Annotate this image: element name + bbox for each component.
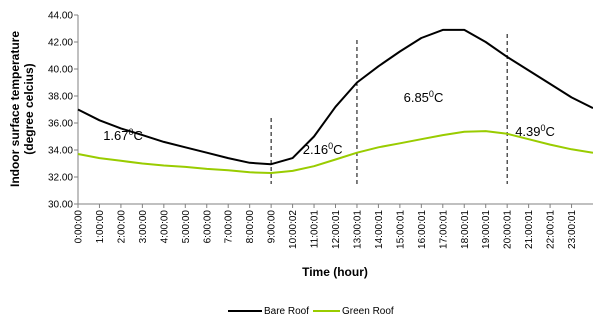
legend-item-bare-roof: Bare Roof xyxy=(228,306,309,317)
x-tick-label: 10:00:02 xyxy=(288,210,299,249)
x-ticks: 0:00:00 1:00:00 2:00:00 3:00:00 4:00:00 5:00:… xyxy=(74,204,578,249)
y-axis: 30.00 32.00 34.00 36.00 38.00 40.00 42.00 44.00 xyxy=(48,11,79,211)
legend-label-green-roof: Green Roof xyxy=(342,306,394,317)
y-axis-title-line-2: (degree celcius) xyxy=(22,63,36,154)
x-tick-label: 21:00:01 xyxy=(524,210,535,249)
series-line-bare-roof xyxy=(77,28,593,166)
x-tick-label: 4:00:00 xyxy=(159,210,170,244)
x-tick-label: 20:00:01 xyxy=(503,210,514,249)
y-tick-label: 44.00 xyxy=(48,11,73,22)
x-tick-label: 1:00:00 xyxy=(95,210,106,244)
x-tick-label: 8:00:00 xyxy=(245,210,256,244)
x-axis-title: Time (hour) xyxy=(302,265,368,279)
y-tick-label: 38.00 xyxy=(48,92,73,103)
x-tick-label: 14:00:01 xyxy=(374,210,385,249)
legend: Bare Roof Green Roof xyxy=(228,306,394,317)
y-ticks: 30.00 32.00 34.00 36.00 38.00 40.00 42.00 44.00 xyxy=(48,11,78,211)
x-tick-label: 17:00:01 xyxy=(438,210,449,249)
series-line-green-roof xyxy=(77,130,593,174)
difference-label: 1.670C xyxy=(103,127,143,143)
y-tick-label: 40.00 xyxy=(48,65,73,76)
x-tick-label: 5:00:00 xyxy=(181,210,192,244)
y-axis-title-line-1: Indoor surface temperature xyxy=(8,31,22,187)
difference-label: 6.850C xyxy=(404,89,444,105)
x-tick-label: 3:00:00 xyxy=(138,210,149,244)
x-tick-label: 7:00:00 xyxy=(224,210,235,244)
x-tick-label: 0:00:00 xyxy=(74,210,85,244)
x-tick-label: 22:00:01 xyxy=(546,210,557,249)
y-tick-label: 32.00 xyxy=(48,173,73,184)
y-tick-label: 42.00 xyxy=(48,38,73,49)
legend-item-green-roof: Green Roof xyxy=(313,306,394,317)
difference-label: 2.160C xyxy=(303,141,343,157)
x-tick-label: 9:00:00 xyxy=(267,210,278,244)
x-axis: 0:00:00 1:00:00 2:00:00 3:00:00 4:00:00 5:00:… xyxy=(74,203,593,249)
x-tick-label: 19:00:01 xyxy=(481,210,492,249)
y-tick-label: 30.00 xyxy=(48,200,73,211)
x-tick-label: 6:00:00 xyxy=(202,210,213,244)
x-tick-label: 18:00:01 xyxy=(460,210,471,249)
x-tick-label: 16:00:01 xyxy=(417,210,428,249)
x-tick-label: 23:00:01 xyxy=(567,210,578,249)
x-tick-label: 13:00:01 xyxy=(352,210,363,249)
x-tick-label: 11:00:01 xyxy=(310,210,321,249)
difference-label: 4.390C xyxy=(515,123,555,139)
period-dividers xyxy=(270,34,508,184)
series-lines xyxy=(77,28,593,174)
x-tick-label: 12:00:01 xyxy=(331,210,342,249)
legend-label-bare-roof: Bare Roof xyxy=(264,306,309,317)
x-tick-label: 15:00:01 xyxy=(395,210,406,249)
y-tick-label: 34.00 xyxy=(48,146,73,157)
difference-annotations: 1.670C 2.160C 6.850C 4.390C xyxy=(103,89,555,157)
y-tick-label: 36.00 xyxy=(48,119,73,130)
x-tick-label: 2:00:00 xyxy=(116,210,127,244)
